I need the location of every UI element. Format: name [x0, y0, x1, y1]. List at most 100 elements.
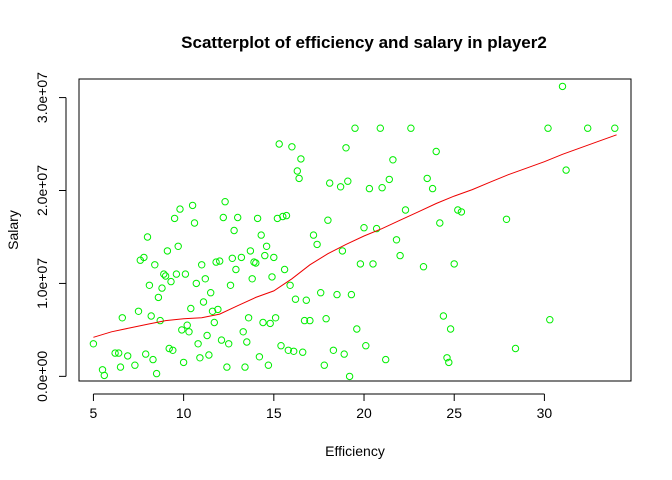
scatter-point — [179, 358, 188, 367]
scatter-point — [351, 124, 359, 132]
scatter-point — [344, 177, 352, 185]
scatter-point — [270, 253, 278, 262]
scatter-point — [562, 166, 570, 174]
scatter-point — [584, 124, 592, 132]
scatter-point — [142, 350, 150, 358]
scatter-point — [170, 214, 179, 223]
scatter-point — [163, 247, 172, 255]
scatter-point — [169, 346, 177, 354]
scatter-point — [262, 242, 271, 251]
scatter-point — [134, 307, 143, 315]
scatter-point — [558, 82, 567, 91]
scatter-point — [389, 156, 397, 164]
scatter-point — [219, 213, 228, 222]
scatter-point — [544, 124, 552, 132]
scatter-point — [115, 349, 123, 357]
scatter-point — [194, 340, 202, 348]
scatter-point — [423, 174, 431, 183]
scatter-point — [282, 211, 291, 220]
scatter-point — [546, 316, 554, 324]
scatter-point — [199, 298, 208, 306]
scatter-point — [264, 361, 273, 369]
x-tick-label: 25 — [446, 405, 462, 421]
scatter-point — [143, 233, 152, 241]
scatter-point — [362, 342, 370, 350]
scatter-point — [243, 338, 251, 346]
scatter-point — [306, 316, 314, 325]
scatter-point — [228, 254, 237, 262]
scatter-point — [223, 363, 231, 371]
x-tick-label: 5 — [90, 405, 98, 421]
scatter-point — [167, 277, 175, 286]
scatter-point — [198, 261, 206, 269]
scatter-point — [131, 361, 139, 369]
scatter-point — [432, 147, 440, 156]
scatter-point — [158, 284, 166, 292]
scatter-point — [154, 293, 163, 302]
scatter-point — [382, 355, 390, 364]
scatter-point — [217, 336, 226, 344]
scatter-point — [293, 167, 301, 175]
scatter-point — [280, 265, 289, 274]
scatter-point — [116, 363, 125, 371]
scatter-point — [502, 215, 511, 224]
scatter-point — [221, 198, 229, 206]
scatter-point — [244, 314, 253, 322]
scatter-point — [439, 312, 448, 320]
scatter-point — [329, 346, 338, 354]
y-tick-label: 1.0e+07 — [34, 258, 50, 309]
scatter-point — [446, 325, 455, 333]
scatter-point — [248, 275, 256, 283]
scatter-point — [297, 155, 305, 163]
scatter-point — [385, 175, 393, 184]
scatter-point — [365, 184, 374, 193]
plot-frame — [78, 78, 632, 382]
y-axis-label: Salary — [5, 210, 21, 250]
scatter-point — [291, 295, 300, 303]
scatter-point — [445, 358, 453, 367]
y-axis: 0.0e+00 1.0e+07 2.0e+07 3.0e+07 — [34, 72, 67, 402]
scatter-point — [118, 314, 127, 322]
scatter-point — [192, 279, 201, 288]
chart-title: Scatterplot of efficiency and salary in … — [181, 33, 547, 52]
scatter-point — [396, 251, 404, 260]
x-tick-label: 30 — [537, 405, 553, 421]
scatter-point — [392, 236, 401, 244]
scatter-point — [234, 213, 242, 222]
scatter-point — [299, 348, 307, 356]
scatter-point — [225, 340, 233, 348]
scatter-point — [266, 319, 274, 328]
scatter-point — [317, 289, 325, 297]
scatter-point — [190, 219, 199, 227]
scatter-point — [326, 179, 334, 187]
scatter-point — [511, 344, 520, 353]
scatter-point — [324, 216, 332, 224]
scatter-point — [279, 212, 287, 221]
scatter-point — [369, 260, 377, 268]
scatter-point — [188, 201, 197, 210]
scatter-point — [360, 224, 368, 232]
scatter-point — [203, 331, 211, 340]
scatter-point — [347, 290, 356, 299]
scatter-point — [246, 247, 255, 255]
scatter-point — [187, 304, 195, 313]
scatter-point — [255, 353, 264, 361]
scatter-point — [232, 265, 240, 274]
x-tick-label: 20 — [356, 405, 372, 421]
x-axis: 5 10 15 20 25 30 — [90, 393, 553, 421]
scatter-point — [205, 351, 213, 359]
scatter-point — [230, 226, 238, 235]
scatter-point — [241, 363, 249, 371]
scatter-point — [124, 352, 132, 360]
scatter-point — [165, 344, 173, 353]
scatter-point — [176, 205, 184, 213]
scatter-point — [401, 206, 410, 214]
scatter-point — [333, 290, 341, 299]
x-tick-label: 10 — [176, 405, 192, 421]
scatter-point — [336, 183, 345, 191]
scatter-point — [196, 354, 204, 362]
scatter-point — [353, 325, 361, 333]
scatter-point — [320, 361, 328, 369]
scatter-point — [210, 318, 219, 327]
scatter-point — [268, 273, 276, 281]
